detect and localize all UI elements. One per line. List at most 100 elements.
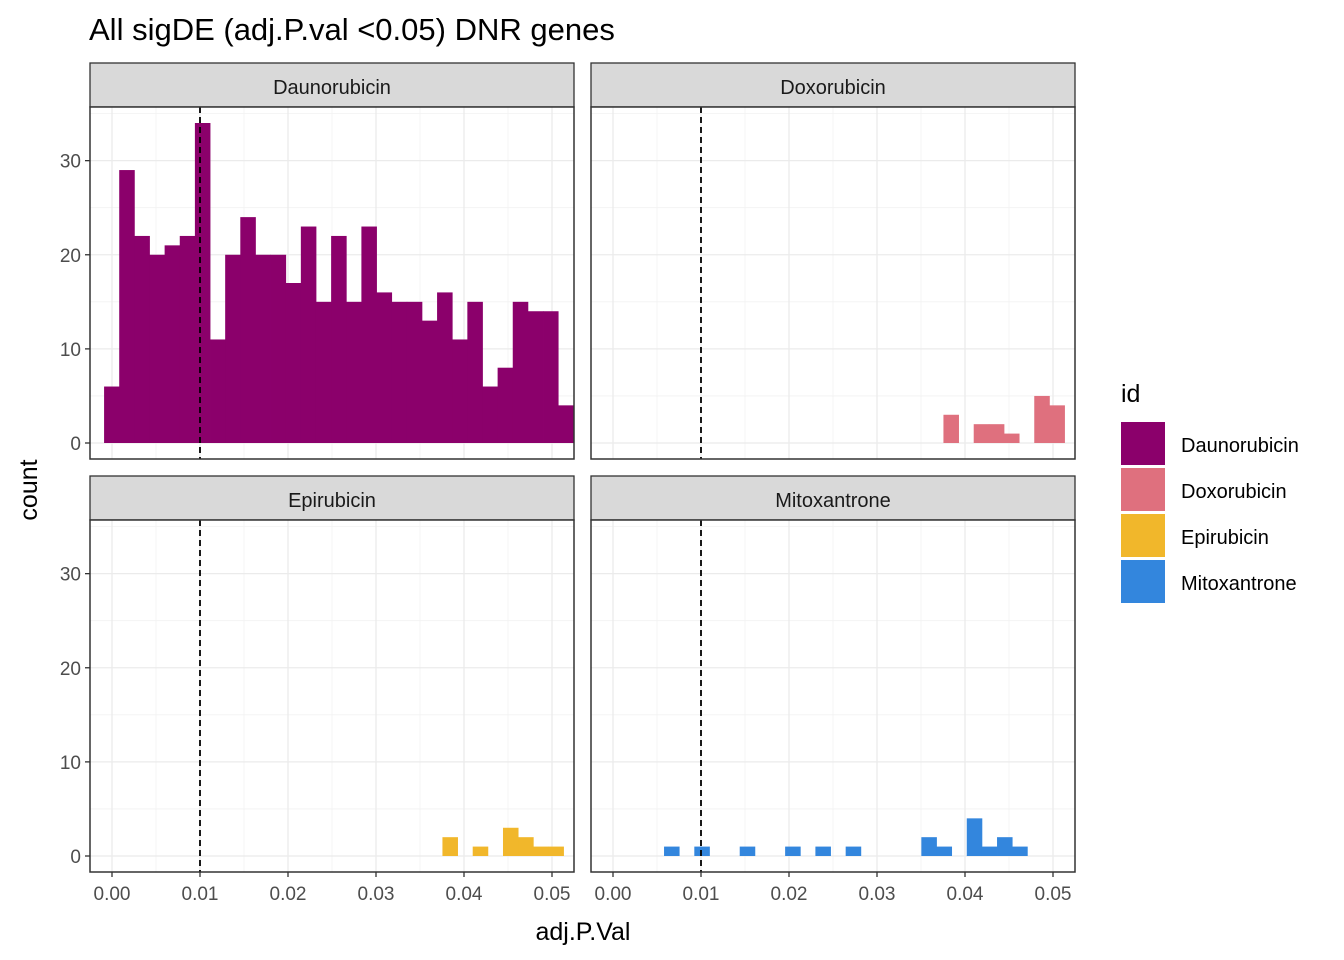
bars-epirubicin [442, 827, 564, 856]
bar [548, 846, 564, 856]
bar [785, 846, 801, 856]
bar [739, 846, 756, 856]
bar [512, 301, 529, 443]
x-tick-label: 0.04 [947, 884, 984, 905]
bar [518, 837, 534, 856]
bar [270, 254, 287, 443]
bar [558, 405, 574, 443]
bar [315, 301, 332, 443]
x-tick-label: 0.04 [446, 884, 483, 905]
bar [164, 245, 181, 443]
x-tick-label: 0.03 [859, 884, 896, 905]
x-tick-label: 0.01 [683, 884, 720, 905]
bar [134, 235, 150, 443]
bar [225, 254, 241, 443]
legend-label-doxorubicin: Doxorubicin [1181, 481, 1287, 503]
strip-label-epirubicin: Epirubicin [288, 490, 376, 512]
strip-label-doxorubicin: Doxorubicin [780, 77, 886, 99]
bar [921, 837, 937, 856]
bar [997, 837, 1013, 856]
x-tick-label: 0.01 [182, 884, 219, 905]
legend-label-mitoxantrone: Mitoxantrone [1181, 573, 1297, 595]
bar [1012, 846, 1028, 856]
bar [664, 846, 680, 856]
y-tick-label: 30 [60, 152, 81, 173]
strip-mitoxantrone [590, 475, 1076, 521]
bar [497, 367, 514, 443]
bar [346, 301, 362, 443]
bar [442, 837, 458, 856]
strip-daunorubicin [89, 62, 575, 108]
legend-label-daunorubicin: Daunorubicin [1181, 435, 1299, 457]
legend-label-epirubicin: Epirubicin [1181, 527, 1269, 549]
grid [90, 520, 574, 872]
panel-daunorubicin: Daunorubicin [89, 62, 575, 460]
strip-label-daunorubicin: Daunorubicin [273, 77, 391, 99]
x-tick-label: 0.05 [534, 884, 571, 905]
legend: id Daunorubicin Doxorubicin Epirubicin Mito… [1121, 380, 1299, 603]
panel-border [590, 106, 1076, 460]
y-tick-label: 0 [70, 847, 81, 868]
bar [300, 226, 317, 443]
bar [467, 301, 483, 443]
bar [391, 301, 408, 443]
legend-title: id [1121, 380, 1140, 408]
bar [472, 846, 489, 856]
bar [406, 301, 423, 443]
bar [119, 170, 135, 443]
bar [421, 320, 438, 443]
x-axis-title: adj.P.Val [536, 918, 631, 946]
panel-mitoxantrone: Mitoxantrone [590, 475, 1076, 873]
axis-layer: 0 10 20 30 0 10 20 30 0.00 0.01 0.02 0.03 0.04 0.05 0.… [60, 152, 1072, 905]
x-tick-label: 0.00 [595, 884, 632, 905]
bar [1034, 395, 1050, 443]
bar [179, 235, 196, 443]
y-tick-label: 10 [60, 753, 81, 774]
legend-key-epirubicin [1121, 514, 1165, 557]
bar [194, 123, 211, 443]
bar [988, 424, 1005, 443]
strip-label-mitoxantrone: Mitoxantrone [775, 490, 891, 512]
bar [815, 846, 831, 856]
bar [527, 311, 544, 443]
chart-title: All sigDE (adj.P.val <0.05) DNR genes [89, 12, 615, 47]
bar [331, 235, 347, 443]
bar [1003, 433, 1020, 443]
bars-daunorubicin [104, 123, 574, 443]
panel-doxorubicin: Doxorubicin [590, 62, 1076, 460]
panel-epirubicin: Epirubicin [89, 475, 575, 873]
bar [533, 846, 549, 856]
strip-epirubicin [89, 475, 575, 521]
panels-layer: Daunorubicin Doxorubicin Epirubicin Mitoxan… [89, 62, 1076, 873]
bar [482, 386, 499, 443]
bar [361, 226, 377, 443]
legend-key-daunorubicin [1121, 422, 1165, 465]
bar [376, 292, 393, 443]
bar [240, 217, 256, 443]
bar [285, 283, 302, 443]
x-tick-label: 0.02 [771, 884, 808, 905]
y-tick-label: 0 [70, 434, 81, 455]
y-tick-label: 30 [60, 565, 81, 586]
bar [104, 386, 120, 443]
x-tick-label: 0.03 [358, 884, 395, 905]
panel-border [89, 106, 575, 460]
x-tick-label: 0.02 [270, 884, 307, 905]
bar [452, 339, 468, 443]
panel-border [590, 519, 1076, 873]
bar [943, 414, 959, 443]
bar [255, 254, 271, 443]
y-axis-title: count [15, 459, 43, 520]
bar [936, 846, 953, 856]
bar [543, 311, 559, 443]
y-tick-label: 20 [60, 246, 81, 267]
bar [210, 339, 226, 443]
x-tick-label: 0.00 [94, 884, 131, 905]
legend-key-mitoxantrone [1121, 560, 1165, 603]
panel-border [89, 519, 575, 873]
bar [981, 846, 998, 856]
bar [973, 424, 990, 443]
bar [437, 292, 453, 443]
x-tick-label: 0.05 [1035, 884, 1072, 905]
